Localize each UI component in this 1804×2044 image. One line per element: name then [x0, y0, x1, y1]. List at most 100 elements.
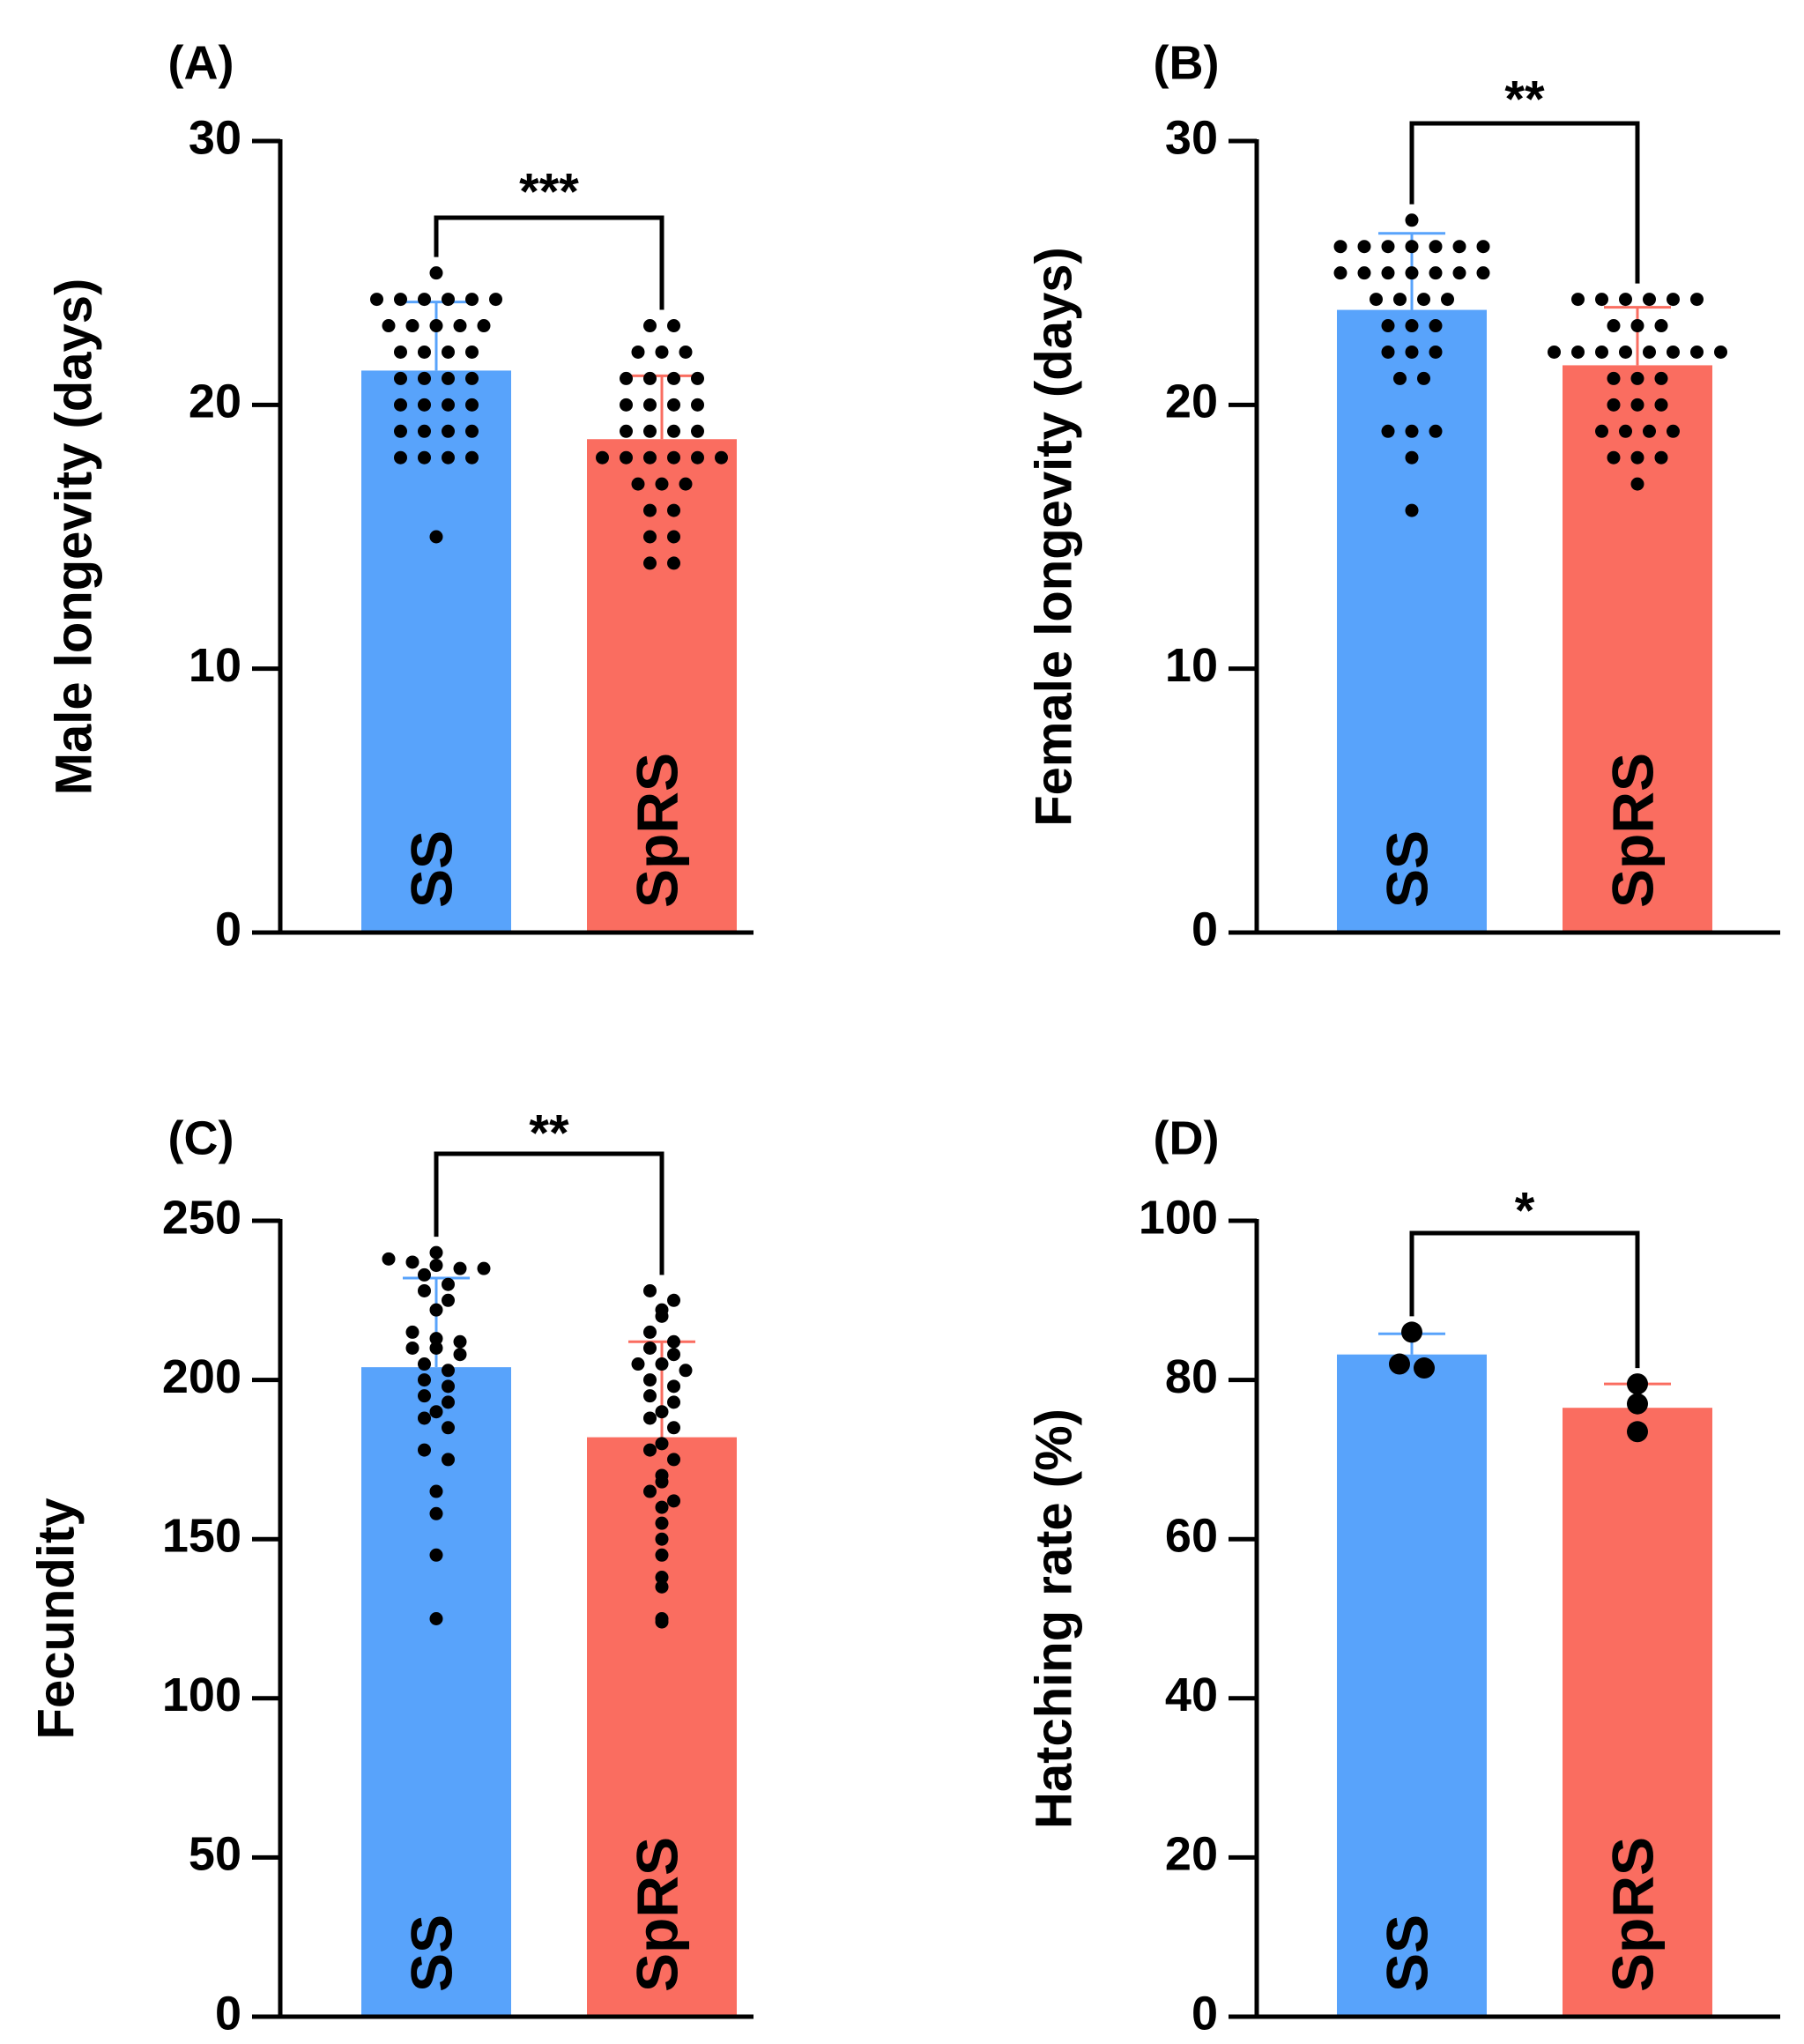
data-point-SS [477, 1261, 491, 1275]
data-point-SpRS [1619, 345, 1632, 359]
data-point-SpRS [643, 424, 657, 438]
y-axis-title: Fecundity [27, 1498, 85, 1740]
data-point-SS [429, 1405, 443, 1419]
category-label-SS: SS [398, 1914, 464, 1992]
data-point-SS [1452, 240, 1466, 254]
data-point-SpRS [1607, 450, 1621, 465]
data-point-SpRS [655, 1548, 669, 1562]
series-SpRS: SpRS [1548, 293, 1727, 933]
y-tick-label: 250 [162, 1191, 241, 1244]
data-point-SS [429, 1245, 443, 1260]
data-point-SpRS [643, 450, 657, 465]
data-point-SpRS [631, 345, 645, 359]
data-point-SpRS [643, 1325, 657, 1339]
data-point-SpRS [1667, 424, 1680, 438]
y-tick-label: 0 [215, 903, 241, 955]
data-point-SpRS [667, 424, 680, 438]
data-point-SpRS [1630, 398, 1644, 412]
data-point-SS [465, 371, 479, 385]
data-point-SS [1429, 345, 1443, 359]
data-point-SS [442, 450, 455, 465]
data-point-SpRS [655, 1532, 669, 1546]
y-tick-label: 100 [162, 1669, 241, 1721]
data-point-SS [429, 319, 443, 333]
data-point-SS [1381, 319, 1395, 333]
data-point-SS [418, 398, 431, 412]
data-point-SS [1401, 1321, 1422, 1343]
series-SS: SS [361, 1245, 511, 2017]
data-point-SS [394, 345, 407, 359]
data-point-SS [442, 1421, 455, 1435]
y-tick-label: 80 [1165, 1350, 1218, 1403]
data-point-SS [429, 1332, 443, 1346]
data-point-SS [442, 345, 455, 359]
data-point-SS [429, 530, 443, 544]
data-point-SS [1429, 424, 1443, 438]
y-tick-label: 50 [189, 1828, 241, 1881]
bar-SS [361, 370, 511, 933]
category-label-SpRS: SpRS [624, 1837, 689, 1992]
data-point-SS [489, 293, 502, 307]
data-point-SS [1441, 293, 1454, 307]
data-point-SpRS [631, 1357, 645, 1371]
data-point-SS [1389, 1353, 1410, 1375]
data-point-SpRS [1654, 371, 1668, 385]
series-SpRS: SpRS [1563, 1373, 1712, 2017]
data-point-SpRS [643, 530, 657, 544]
y-tick-label: 0 [1192, 1987, 1218, 2040]
data-point-SpRS [667, 1348, 680, 1362]
data-point-SS [453, 1261, 467, 1275]
data-point-SpRS [679, 1364, 693, 1378]
data-point-SS [1405, 266, 1419, 280]
data-point-SS [418, 1443, 431, 1457]
data-point-SpRS [715, 450, 728, 465]
data-point-SpRS [1571, 293, 1585, 307]
data-point-SS [477, 319, 491, 333]
y-tick-label: 0 [215, 1987, 241, 2040]
data-point-SS [442, 398, 455, 412]
data-point-SpRS [643, 319, 657, 333]
data-point-SS [1381, 424, 1395, 438]
data-point-SpRS [1643, 424, 1656, 438]
y-tick-label: 10 [189, 639, 241, 692]
data-point-SpRS [667, 450, 680, 465]
data-point-SpRS [643, 1283, 657, 1297]
data-point-SS [418, 1411, 431, 1425]
data-point-SpRS [620, 398, 633, 412]
data-point-SpRS [596, 450, 609, 465]
significance-bracket [434, 1151, 664, 1275]
data-point-SS [394, 450, 407, 465]
data-point-SS [405, 1255, 419, 1269]
data-point-SpRS [643, 1411, 657, 1425]
data-point-SpRS [667, 530, 680, 544]
data-point-SpRS [1667, 345, 1680, 359]
data-point-SpRS [1643, 293, 1656, 307]
data-point-SS [1393, 293, 1407, 307]
data-point-SS [418, 345, 431, 359]
data-point-SpRS [655, 1516, 669, 1530]
data-point-SS [1476, 266, 1490, 280]
data-point-SpRS [691, 450, 704, 465]
series-SS: SS [1337, 1321, 1487, 2017]
panel-2: (C) Fecundity SS SpRS 0 50 100 150 200 250 ** [27, 1104, 754, 2040]
data-point-SpRS [667, 319, 680, 333]
data-point-SS [465, 293, 479, 307]
data-point-SpRS [1607, 319, 1621, 333]
data-point-SS [418, 1267, 431, 1282]
data-point-SpRS [655, 1405, 669, 1419]
data-point-SpRS [1630, 477, 1644, 491]
significance-label: *** [519, 163, 579, 220]
data-point-SS [1476, 240, 1490, 254]
category-label-SS: SS [1374, 830, 1439, 908]
data-point-SS [1405, 424, 1419, 438]
data-point-SpRS [1619, 424, 1632, 438]
data-point-SS [429, 1259, 443, 1273]
data-point-SpRS [631, 477, 645, 491]
data-point-SS [442, 424, 455, 438]
data-point-SpRS [667, 503, 680, 517]
data-point-SpRS [643, 556, 657, 570]
data-point-SS [1357, 240, 1371, 254]
category-label-SS: SS [398, 830, 464, 908]
data-point-SS [1429, 240, 1443, 254]
panel-label: (D) [1154, 1111, 1220, 1164]
